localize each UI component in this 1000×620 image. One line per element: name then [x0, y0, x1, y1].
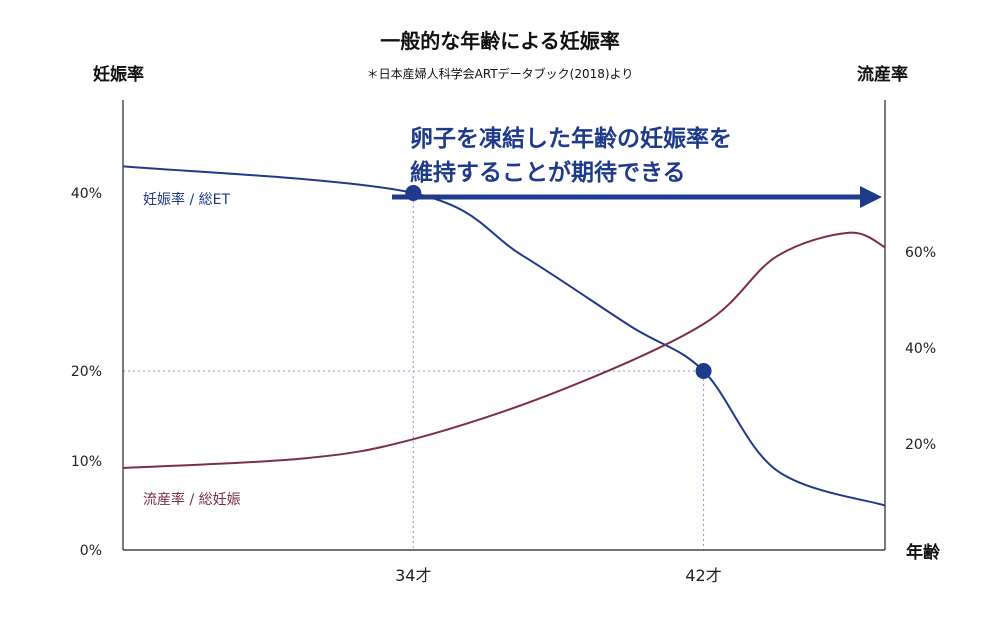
series-marker-0-1 — [695, 363, 712, 379]
right-axis-title: 流産率 — [857, 64, 908, 85]
right-tick-label-2: 60% — [905, 245, 936, 261]
x-axis-ticks: 34才 42才 — [395, 566, 722, 585]
x-axis-title: 年齢 — [906, 542, 941, 563]
left-axis-title: 妊娠率 — [93, 64, 144, 85]
chart-subtitle: ＊日本産婦人科学会ARTデータブック(2018)より — [367, 66, 634, 81]
series-line-0 — [122, 165, 886, 507]
series-line-1 — [122, 231, 886, 469]
series-label-miscarriage: 流産率 / 総妊娠 — [143, 491, 241, 508]
right-axis-ticks: 20% 40% 60% — [905, 245, 936, 453]
reference-lines — [123, 196, 705, 550]
left-tick-label-1: 10% — [71, 454, 102, 470]
x-tick-label-0: 34才 — [395, 566, 431, 585]
right-tick-label-1: 40% — [905, 341, 936, 357]
left-tick-label-0: 0% — [80, 543, 102, 559]
series-label-pregnancy: 妊娠率 / 総ET — [143, 191, 230, 208]
left-axis-ticks: 0% 10% 20% 40% — [71, 186, 102, 559]
right-tick-label-0: 20% — [905, 437, 936, 453]
annotation-arrow-head — [860, 186, 882, 208]
annotation-line-1: 卵子を凍結した年齢の妊娠率を — [410, 125, 732, 152]
series-markers — [405, 185, 712, 379]
chart-title: 一般的な年齢による妊娠率 — [380, 29, 619, 53]
annotation-line-2: 維持することが期待できる — [410, 159, 686, 186]
series-lines — [122, 165, 886, 507]
x-tick-label-1: 42才 — [685, 566, 721, 585]
left-tick-label-3: 40% — [71, 186, 102, 202]
left-tick-label-2: 20% — [71, 364, 102, 380]
